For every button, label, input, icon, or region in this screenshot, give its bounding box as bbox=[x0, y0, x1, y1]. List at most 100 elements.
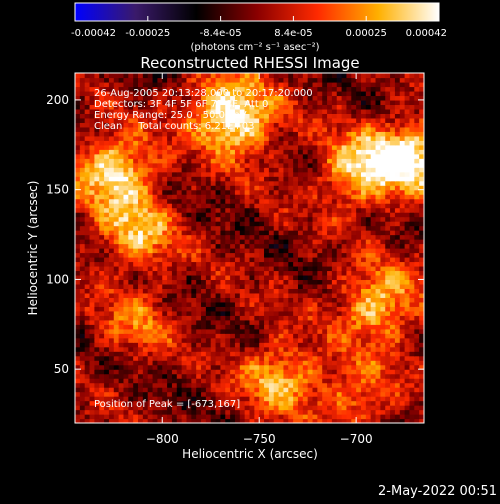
heatmap-cell bbox=[366, 136, 371, 141]
heatmap-cell bbox=[366, 284, 371, 289]
heatmap-cell bbox=[133, 235, 138, 240]
heatmap-cell bbox=[293, 365, 298, 370]
heatmap-cell bbox=[211, 235, 216, 240]
heatmap-cell bbox=[90, 167, 95, 172]
heatmap-cell bbox=[380, 212, 385, 217]
heatmap-cell bbox=[230, 306, 235, 311]
heatmap-cell bbox=[414, 176, 419, 181]
heatmap-cell bbox=[225, 149, 230, 154]
heatmap-cell bbox=[356, 167, 361, 172]
heatmap-cell bbox=[157, 284, 162, 289]
heatmap-cell bbox=[371, 288, 376, 293]
heatmap-cell bbox=[172, 199, 177, 204]
heatmap-cell bbox=[75, 113, 80, 118]
heatmap-cell bbox=[376, 315, 381, 320]
heatmap-cell bbox=[220, 333, 225, 338]
heatmap-cell bbox=[414, 163, 419, 168]
heatmap-cell bbox=[313, 239, 318, 244]
heatmap-cell bbox=[162, 131, 167, 136]
heatmap-cell bbox=[225, 158, 230, 163]
heatmap-cell bbox=[327, 136, 332, 141]
heatmap-cell bbox=[225, 252, 230, 257]
heatmap-cell bbox=[356, 306, 361, 311]
heatmap-cell bbox=[380, 369, 385, 374]
heatmap-cell bbox=[245, 145, 250, 150]
heatmap-cell bbox=[119, 351, 124, 356]
heatmap-cell bbox=[274, 360, 279, 365]
heatmap-cell bbox=[395, 136, 400, 141]
heatmap-cell bbox=[123, 244, 128, 249]
heatmap-cell bbox=[75, 329, 80, 334]
heatmap-cell bbox=[259, 252, 264, 257]
heatmap-cell bbox=[385, 194, 390, 199]
heatmap-cell bbox=[85, 405, 90, 410]
heatmap-cell bbox=[380, 167, 385, 172]
heatmap-cell bbox=[254, 239, 259, 244]
heatmap-cell bbox=[186, 356, 191, 361]
heatmap-cell bbox=[366, 378, 371, 383]
heatmap-cell bbox=[177, 199, 182, 204]
heatmap-cell bbox=[153, 284, 158, 289]
heatmap-cell bbox=[80, 320, 85, 325]
heatmap-cell bbox=[332, 190, 337, 195]
heatmap-cell bbox=[409, 374, 414, 379]
heatmap-cell bbox=[254, 176, 259, 181]
heatmap-cell bbox=[123, 221, 128, 226]
heatmap-cell bbox=[104, 257, 109, 262]
heatmap-cell bbox=[298, 306, 303, 311]
heatmap-cell bbox=[395, 212, 400, 217]
heatmap-cell bbox=[123, 266, 128, 271]
heatmap-cell bbox=[186, 140, 191, 145]
heatmap-cell bbox=[240, 176, 245, 181]
heatmap-cell bbox=[366, 226, 371, 231]
heatmap-cell bbox=[371, 149, 376, 154]
heatmap-cell bbox=[317, 324, 322, 329]
heatmap-cell bbox=[240, 221, 245, 226]
heatmap-cell bbox=[400, 185, 405, 190]
heatmap-cell bbox=[259, 127, 264, 132]
heatmap-cell bbox=[298, 284, 303, 289]
heatmap-cell bbox=[366, 158, 371, 163]
heatmap-cell bbox=[153, 226, 158, 231]
heatmap-cell bbox=[133, 131, 138, 136]
heatmap-cell bbox=[279, 414, 284, 419]
heatmap-cell bbox=[414, 320, 419, 325]
heatmap-cell bbox=[342, 342, 347, 347]
heatmap-cell bbox=[143, 383, 148, 388]
heatmap-cell bbox=[274, 378, 279, 383]
heatmap-cell bbox=[157, 302, 162, 307]
heatmap-cell bbox=[269, 284, 274, 289]
heatmap-cell bbox=[346, 266, 351, 271]
heatmap-cell bbox=[85, 320, 90, 325]
heatmap-cell bbox=[225, 378, 230, 383]
heatmap-cell bbox=[385, 230, 390, 235]
heatmap-cell bbox=[342, 190, 347, 195]
heatmap-cell bbox=[162, 324, 167, 329]
heatmap-cell bbox=[414, 414, 419, 419]
heatmap-cell bbox=[162, 374, 167, 379]
heatmap-cell bbox=[206, 383, 211, 388]
heatmap-cell bbox=[288, 122, 293, 127]
heatmap-cell bbox=[400, 239, 405, 244]
heatmap-cell bbox=[167, 235, 172, 240]
heatmap-cell bbox=[414, 387, 419, 392]
heatmap-cell bbox=[409, 387, 414, 392]
heatmap-cell bbox=[332, 351, 337, 356]
heatmap-cell bbox=[346, 248, 351, 253]
heatmap-cell bbox=[177, 212, 182, 217]
heatmap-cell bbox=[288, 275, 293, 280]
heatmap-cell bbox=[196, 279, 201, 284]
heatmap-cell bbox=[220, 257, 225, 262]
heatmap-cell bbox=[109, 383, 114, 388]
heatmap-cell bbox=[259, 203, 264, 208]
heatmap-cell bbox=[390, 257, 395, 262]
heatmap-cell bbox=[351, 154, 356, 159]
heatmap-cell bbox=[191, 163, 196, 168]
heatmap-cell bbox=[361, 378, 366, 383]
heatmap-cell bbox=[90, 221, 95, 226]
heatmap-cell bbox=[327, 122, 332, 127]
heatmap-cell bbox=[376, 306, 381, 311]
heatmap-cell bbox=[371, 405, 376, 410]
heatmap-cell bbox=[317, 401, 322, 406]
heatmap-cell bbox=[177, 329, 182, 334]
